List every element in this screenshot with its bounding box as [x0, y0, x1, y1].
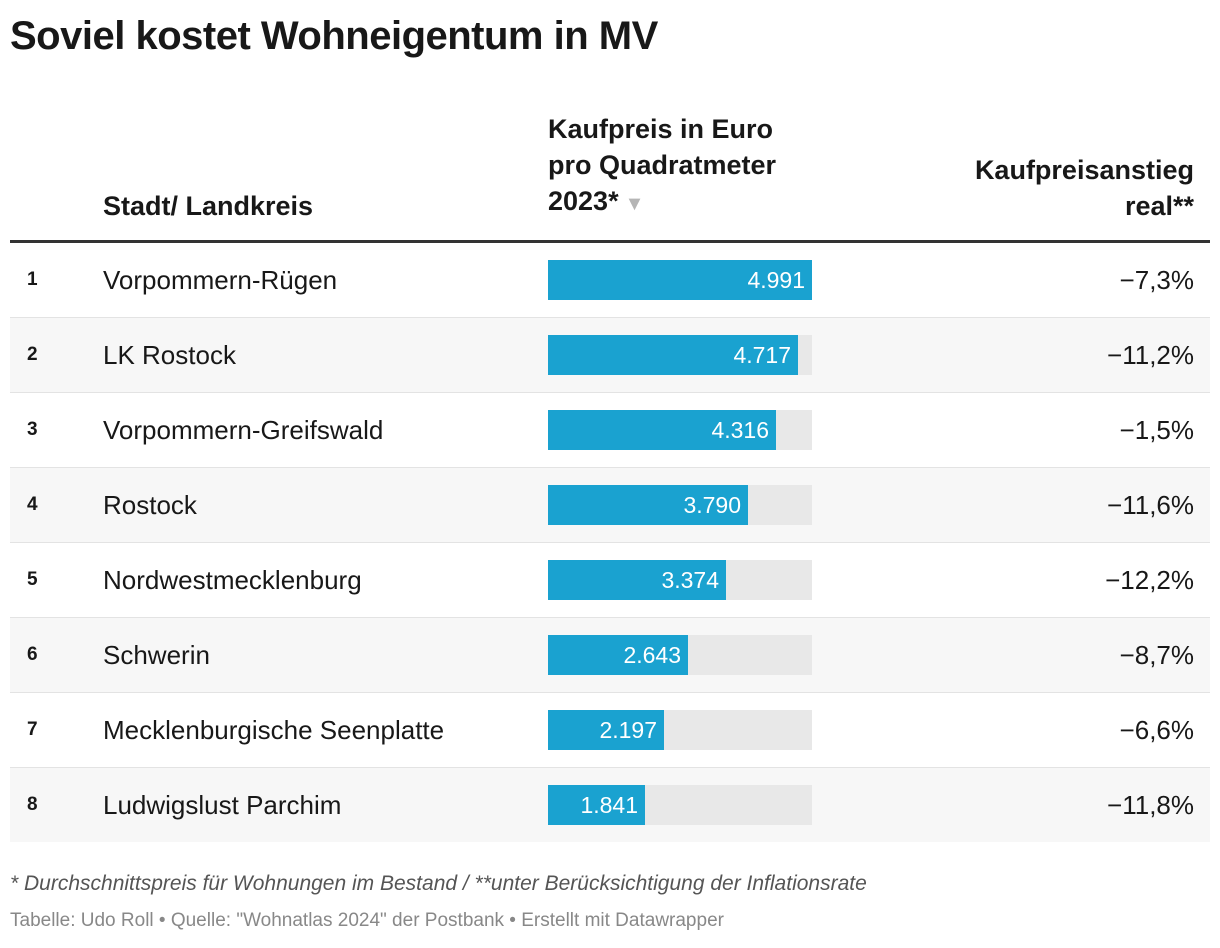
table-footer: Tabelle: Udo Roll • Quelle: "Wohnatlas 2…: [10, 910, 724, 931]
row-rank: 1: [27, 269, 38, 290]
price-bar-label: 2.197: [599, 717, 657, 743]
column-header-price[interactable]: Kaufpreis in Euro pro Quadratmeter 2023*…: [548, 111, 848, 222]
price-bar-label: 2.643: [623, 642, 681, 668]
price-bar: 2.197: [548, 710, 664, 750]
table-row: 1 Vorpommern-Rügen 4.991 −7,3%: [10, 243, 1210, 318]
bar-track: 3.790: [548, 485, 812, 525]
column-header-price-line2: pro Quadratmeter: [548, 150, 777, 180]
table-row: 8 Ludwigslust Parchim 1.841 −11,8%: [10, 768, 1210, 842]
row-change: −6,6%: [1119, 715, 1194, 745]
row-rank: 5: [27, 569, 38, 590]
bar-track: 3.374: [548, 560, 812, 600]
row-change: −12,2%: [1105, 565, 1194, 595]
table-row: 4 Rostock 3.790 −11,6%: [10, 468, 1210, 543]
column-header-change-line2: real**: [1124, 191, 1194, 221]
table-body: 1 Vorpommern-Rügen 4.991 −7,3% 2 LK Rostock 4.…: [10, 243, 1210, 842]
price-bar: 4.316: [548, 410, 776, 450]
bar-track: 4.316: [548, 410, 812, 450]
price-bar: 2.643: [548, 635, 688, 675]
column-header-change[interactable]: Kaufpreisanstieg real**: [874, 152, 1194, 224]
column-header-price-line3: 2023*: [548, 186, 619, 216]
row-rank: 2: [27, 344, 38, 365]
price-bar: 4.717: [548, 335, 798, 375]
table-notes: * Durchschnittspreis für Wohnungen im Be…: [10, 872, 867, 895]
row-name: Mecklenburgische Seenplatte: [103, 715, 445, 745]
price-bar-label: 4.991: [747, 267, 805, 293]
price-bar: 4.991: [548, 260, 812, 300]
table-header: Stadt/ Landkreis Kaufpreis in Euro pro Q…: [10, 110, 1210, 240]
price-bar: 3.374: [548, 560, 726, 600]
bar-track: 2.197: [548, 710, 812, 750]
table-row: 3 Vorpommern-Greifswald 4.316 −1,5%: [10, 393, 1210, 468]
row-rank: 4: [27, 494, 38, 515]
row-rank: 6: [27, 644, 38, 665]
price-bar-label: 3.374: [661, 567, 719, 593]
chart-title: Soviel kostet Wohneigentum in MV: [10, 14, 658, 58]
row-change: −7,3%: [1119, 265, 1194, 295]
row-name: Nordwestmecklenburg: [103, 565, 362, 595]
row-change: −11,2%: [1107, 340, 1194, 370]
row-change: −11,6%: [1107, 490, 1194, 520]
table-row: 2 LK Rostock 4.717 −11,2%: [10, 318, 1210, 393]
row-rank: 8: [27, 794, 38, 815]
price-bar-label: 4.717: [733, 342, 791, 368]
row-change: −1,5%: [1119, 415, 1194, 445]
row-rank: 7: [27, 719, 38, 740]
price-bar: 1.841: [548, 785, 645, 825]
bar-track: 2.643: [548, 635, 812, 675]
header-divider: [10, 240, 1210, 243]
row-name: Rostock: [103, 490, 197, 520]
row-name: LK Rostock: [103, 340, 236, 370]
bar-track: 4.717: [548, 335, 812, 375]
row-name: Vorpommern-Rügen: [103, 265, 338, 295]
bar-track: 4.991: [548, 260, 812, 300]
row-name: Vorpommern-Greifswald: [103, 415, 384, 445]
row-change: −8,7%: [1119, 640, 1194, 670]
column-header-price-line1: Kaufpreis in Euro: [548, 114, 774, 144]
bar-track: 1.841: [548, 785, 812, 825]
price-bar: 3.790: [548, 485, 748, 525]
column-header-change-line1: Kaufpreisanstieg: [974, 155, 1194, 185]
price-bar-label: 3.790: [683, 492, 741, 518]
price-bar-label: 4.316: [711, 417, 769, 443]
price-bar-label: 1.841: [580, 792, 638, 818]
table-row: 6 Schwerin 2.643 −8,7%: [10, 618, 1210, 693]
row-name: Schwerin: [103, 640, 210, 670]
row-change: −11,8%: [1107, 790, 1194, 820]
row-rank: 3: [27, 419, 38, 440]
table-row: 7 Mecklenburgische Seenplatte 2.197 −6,6%: [10, 693, 1210, 768]
sort-descending-icon[interactable]: ▼: [624, 193, 645, 215]
row-name: Ludwigslust Parchim: [103, 790, 342, 820]
table-row: 5 Nordwestmecklenburg 3.374 −12,2%: [10, 543, 1210, 618]
column-header-name[interactable]: Stadt/ Landkreis: [103, 191, 314, 221]
